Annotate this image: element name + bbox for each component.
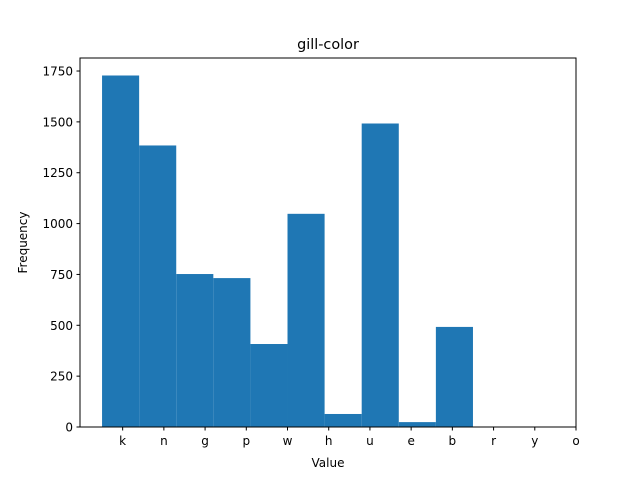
x-tick-label: g <box>201 434 209 448</box>
bars-group <box>102 75 473 428</box>
x-tick-label: r <box>491 434 496 448</box>
histogram-bar-4 <box>250 344 288 427</box>
x-tick-label: h <box>325 434 333 448</box>
histogram-bar-7 <box>361 123 399 427</box>
histogram-bar-2 <box>176 274 214 427</box>
y-axis: 0 250 500 750 1000 1250 1500 1750 <box>42 65 80 435</box>
histogram-bar-6 <box>324 413 362 427</box>
x-tick-label: y <box>531 434 538 448</box>
x-tick-label: u <box>366 434 374 448</box>
x-axis-label: Value <box>312 456 345 470</box>
y-axis-label: Frequency <box>16 212 30 274</box>
x-tick-label: o <box>572 434 579 448</box>
histogram-bar-9 <box>435 326 473 427</box>
x-tick-label: e <box>407 434 414 448</box>
x-tick-label: p <box>242 434 250 448</box>
y-tick-label: 1000 <box>42 217 73 231</box>
x-tick-label: b <box>449 434 457 448</box>
x-tick-label: n <box>160 434 168 448</box>
y-tick-label: 0 <box>65 421 73 435</box>
y-tick-label: 500 <box>50 319 73 333</box>
y-tick-label: 1250 <box>42 166 73 180</box>
x-tick-label: k <box>119 434 126 448</box>
plot-frame <box>79 57 577 428</box>
histogram-bar-0 <box>102 75 140 428</box>
histogram-bar-8 <box>398 422 436 427</box>
y-tick-label: 750 <box>50 268 73 282</box>
histogram-bar-5 <box>287 213 325 427</box>
x-tick-label: w <box>283 434 293 448</box>
histogram-bar-1 <box>139 145 177 428</box>
y-tick-label: 250 <box>50 370 73 384</box>
y-tick-label: 1500 <box>42 115 73 129</box>
chart-title: gill-color <box>297 37 359 53</box>
histogram-bar-3 <box>213 278 251 427</box>
y-tick-label: 1750 <box>42 65 73 79</box>
